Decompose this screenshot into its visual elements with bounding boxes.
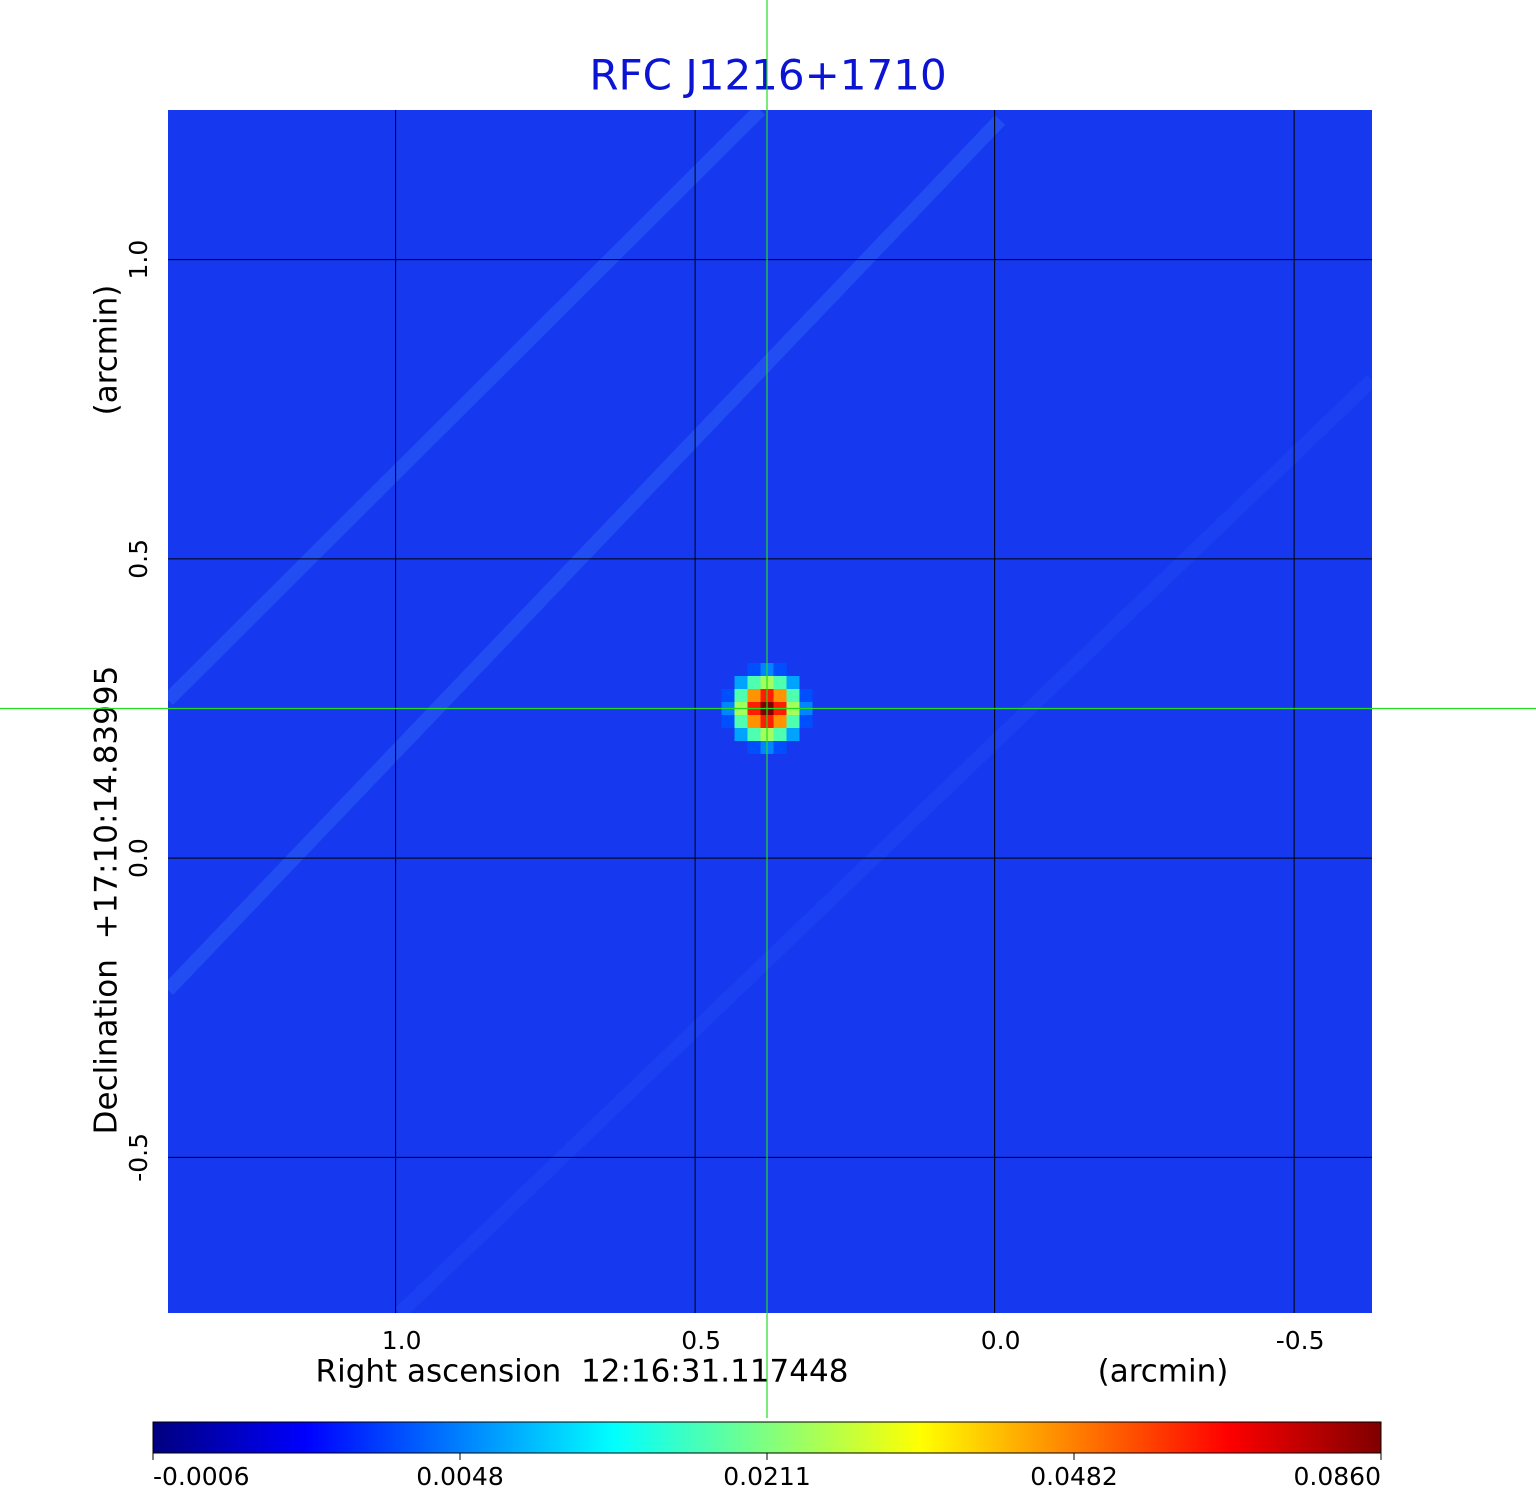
source-halo	[734, 676, 748, 690]
source-halo	[773, 676, 787, 690]
source-halo	[773, 663, 787, 677]
source-halo	[786, 676, 800, 690]
source-halo	[721, 715, 735, 729]
y-tick-label: -0.5	[124, 1133, 153, 1182]
source-halo	[773, 741, 787, 755]
source-halo	[773, 728, 787, 742]
colorbar-tick-label: 0.0860	[1294, 1462, 1381, 1491]
x-axis-unit: (arcmin)	[1098, 1354, 1229, 1390]
source-halo	[734, 715, 748, 729]
x-axis-label: Right ascension 12:16:31.117448	[316, 1354, 849, 1390]
source-halo	[773, 715, 787, 729]
source-halo	[799, 689, 813, 703]
y-tick-label: 1.0	[124, 240, 153, 280]
source-halo	[786, 728, 800, 742]
chart-title: RFC J1216+1710	[589, 51, 946, 100]
y-axis-label: Declination +17:10:14.83995	[89, 666, 125, 1135]
x-tick-label: 0.5	[681, 1326, 721, 1355]
source-halo	[734, 689, 748, 703]
x-tick-label: 1.0	[382, 1326, 422, 1355]
colorbar-tick-label: 0.0048	[416, 1462, 503, 1491]
source-halo	[799, 715, 813, 729]
source-halo	[786, 715, 800, 729]
source-halo	[747, 663, 761, 677]
source-halo	[747, 676, 761, 690]
colorbar-tick-label: -0.0006	[153, 1462, 250, 1491]
colorbar-tick-label: 0.0211	[723, 1462, 810, 1491]
source-halo	[721, 689, 735, 703]
y-tick-label: 0.5	[124, 539, 153, 579]
x-tick-label: -0.5	[1276, 1326, 1325, 1355]
source-halo	[786, 689, 800, 703]
source-halo	[747, 728, 761, 742]
colorbar	[152, 1421, 1382, 1454]
colorbar-tick-label: 0.0482	[1030, 1462, 1117, 1491]
source-halo	[734, 728, 748, 742]
x-tick-label: 0.0	[981, 1326, 1021, 1355]
source-halo	[747, 741, 761, 755]
source-halo	[747, 689, 761, 703]
y-tick-label: 0.0	[124, 838, 153, 878]
source-halo	[747, 715, 761, 729]
source-halo	[773, 689, 787, 703]
y-axis-unit: (arcmin)	[89, 285, 125, 416]
